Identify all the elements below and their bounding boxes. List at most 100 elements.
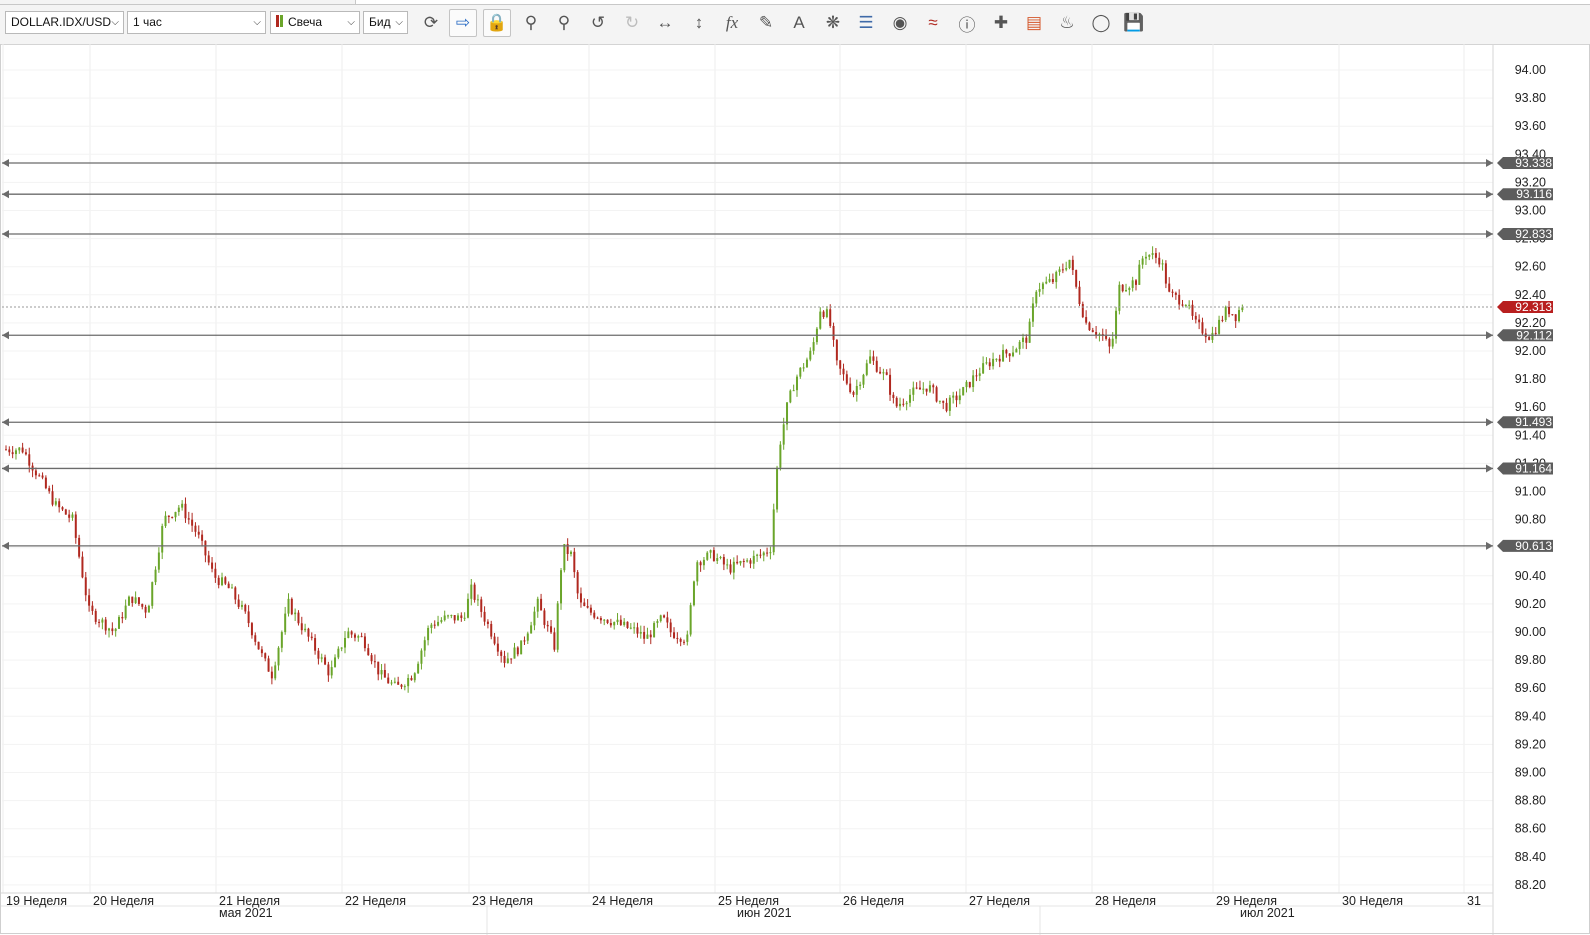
chart-type-select[interactable]: Свеча ⌵ xyxy=(270,11,360,34)
chevron-down-icon: ⌵ xyxy=(347,17,355,28)
bull-candle xyxy=(855,385,858,395)
x-tick-label: 25 Неделя xyxy=(718,894,779,908)
bear-candle xyxy=(593,612,596,618)
active-tab[interactable] xyxy=(0,0,356,4)
bear-candle xyxy=(1154,253,1157,258)
bear-candle xyxy=(669,622,672,633)
bull-candle xyxy=(782,424,785,445)
signal-icon[interactable]: ≈ xyxy=(928,13,938,32)
bear-candle xyxy=(250,623,253,636)
y-tick-label: 93.60 xyxy=(1515,119,1546,133)
price-chart[interactable]: 94.0093.8093.6093.4093.2093.0092.8092.60… xyxy=(0,44,1590,935)
bull-candle xyxy=(520,640,523,655)
bear-candle xyxy=(679,638,682,642)
bull-candle xyxy=(277,647,280,666)
x-tick-label: 23 Неделя xyxy=(472,894,533,908)
price-type-select[interactable]: Бид ⌵ xyxy=(363,11,408,34)
crosshair-icon[interactable]: ✚ xyxy=(993,13,1009,32)
bull-candle xyxy=(1151,253,1154,255)
bear-candle xyxy=(589,607,592,613)
bull-candle xyxy=(716,558,719,561)
undo-icon[interactable]: ↺ xyxy=(590,13,606,32)
bull-candle xyxy=(762,552,765,556)
bear-candle xyxy=(21,447,24,453)
info-icon[interactable]: ⓘ xyxy=(958,15,976,35)
bull-candle xyxy=(1031,303,1034,322)
y-tick-label: 91.00 xyxy=(1515,485,1546,499)
bull-candle xyxy=(809,350,812,360)
lock-icon[interactable]: 🔒 xyxy=(483,9,511,37)
eye-icon[interactable]: ◉ xyxy=(892,13,908,32)
bull-candle xyxy=(134,597,137,603)
level-left-arrow-icon xyxy=(2,331,9,340)
autoscroll-icon[interactable]: ⇨ xyxy=(449,9,477,37)
bear-candle xyxy=(121,617,124,619)
level-price-tag xyxy=(1497,329,1553,342)
bull-candle xyxy=(719,557,722,559)
bear-candle xyxy=(895,397,898,407)
bear-candle xyxy=(84,577,87,596)
bull-candle xyxy=(812,342,815,351)
level-price-label: 93.116 xyxy=(1516,187,1552,201)
text-icon[interactable]: A xyxy=(793,13,805,32)
level-right-arrow-icon xyxy=(1486,464,1493,473)
x-tick-label: 28 Неделя xyxy=(1095,894,1156,908)
timeframe-select[interactable]: 1 час ⌵ xyxy=(127,11,266,34)
level-price-label: 93.338 xyxy=(1515,156,1552,170)
bull-candle xyxy=(1238,310,1241,322)
bull-candle xyxy=(437,621,440,626)
pencil-icon[interactable]: ✎ xyxy=(758,13,774,32)
horizontal-scale-icon[interactable]: ↔ xyxy=(656,13,674,32)
bear-candle xyxy=(486,621,489,624)
level-price-tag xyxy=(1497,539,1553,552)
bull-candle xyxy=(1058,269,1061,272)
refresh-icon[interactable]: ⟳ xyxy=(423,13,439,32)
bear-candle xyxy=(58,501,61,508)
layers-icon[interactable]: ☰ xyxy=(858,13,874,32)
bear-candle xyxy=(370,655,373,662)
bull-candle xyxy=(294,612,297,615)
level-right-arrow-icon xyxy=(1486,541,1493,550)
bear-candle xyxy=(51,491,54,505)
bull-candle xyxy=(1012,352,1015,357)
bull-candle xyxy=(995,358,998,360)
bull-candle xyxy=(613,622,616,626)
bear-candle xyxy=(207,555,210,563)
symbol-select[interactable]: DOLLAR.IDX/USD ⌵ xyxy=(5,11,124,34)
bull-candle xyxy=(466,598,469,618)
color-bars-icon[interactable]: ▤ xyxy=(1025,13,1043,32)
settings-ring-icon[interactable]: ◯ xyxy=(1091,13,1111,32)
level-right-arrow-icon xyxy=(1486,159,1493,168)
chevron-down-icon: ⌵ xyxy=(253,17,261,28)
bull-candle xyxy=(101,619,104,623)
bull-candle xyxy=(240,604,243,607)
vertical-scale-icon[interactable]: ↕ xyxy=(694,13,704,32)
zoom-out-icon[interactable]: ⚲ xyxy=(557,13,571,32)
bear-candle xyxy=(1208,337,1211,340)
zoom-in-icon[interactable]: ⚲ xyxy=(524,13,538,32)
bull-candle xyxy=(417,663,420,674)
bear-candle xyxy=(832,325,835,340)
bull-candle xyxy=(154,569,157,583)
bear-candle xyxy=(749,560,752,564)
network-icon[interactable]: ❋ xyxy=(825,13,841,32)
bull-candle xyxy=(1045,281,1048,284)
save-icon[interactable]: 💾 xyxy=(1123,13,1145,32)
level-price-tag xyxy=(1497,227,1553,240)
bear-candle xyxy=(227,583,230,589)
y-tick-label: 93.00 xyxy=(1515,204,1546,218)
bull-candle xyxy=(280,632,283,648)
bull-candle xyxy=(420,650,423,664)
bull-candle xyxy=(476,599,479,601)
bull-candle xyxy=(1018,341,1021,350)
bear-candle xyxy=(493,636,496,644)
paint-bucket-icon[interactable]: ♨ xyxy=(1059,13,1075,32)
bear-candle xyxy=(1095,332,1098,335)
bear-candle xyxy=(1091,330,1094,333)
bull-candle xyxy=(513,647,516,659)
bear-candle xyxy=(141,603,144,607)
bear-candle xyxy=(88,595,91,606)
bull-candle xyxy=(447,615,450,617)
redo-icon[interactable]: ↻ xyxy=(624,13,640,32)
indicator-fx-icon[interactable]: fx xyxy=(725,13,739,32)
